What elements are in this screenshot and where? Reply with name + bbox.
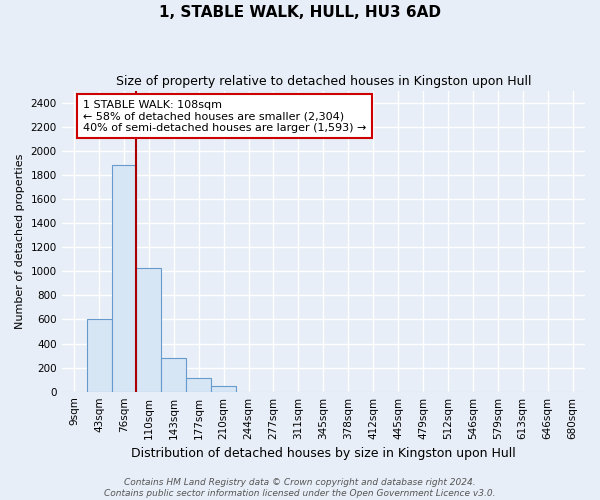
Bar [112, 165, 136, 392]
Text: 1, STABLE WALK, HULL, HU3 6AD: 1, STABLE WALK, HULL, HU3 6AD [159, 5, 441, 20]
Text: Contains HM Land Registry data © Crown copyright and database right 2024.
Contai: Contains HM Land Registry data © Crown c… [104, 478, 496, 498]
Text: 1 STABLE WALK: 108sqm
← 58% of detached houses are smaller (2,304)
40% of semi-d: 1 STABLE WALK: 108sqm ← 58% of detached … [83, 100, 366, 133]
Bar [211, 386, 236, 392]
Bar [186, 378, 211, 392]
Bar [86, 320, 112, 392]
X-axis label: Distribution of detached houses by size in Kingston upon Hull: Distribution of detached houses by size … [131, 447, 516, 460]
Title: Size of property relative to detached houses in Kingston upon Hull: Size of property relative to detached ho… [116, 75, 531, 88]
Bar [161, 358, 186, 392]
Bar [136, 268, 161, 392]
Y-axis label: Number of detached properties: Number of detached properties [15, 154, 25, 329]
